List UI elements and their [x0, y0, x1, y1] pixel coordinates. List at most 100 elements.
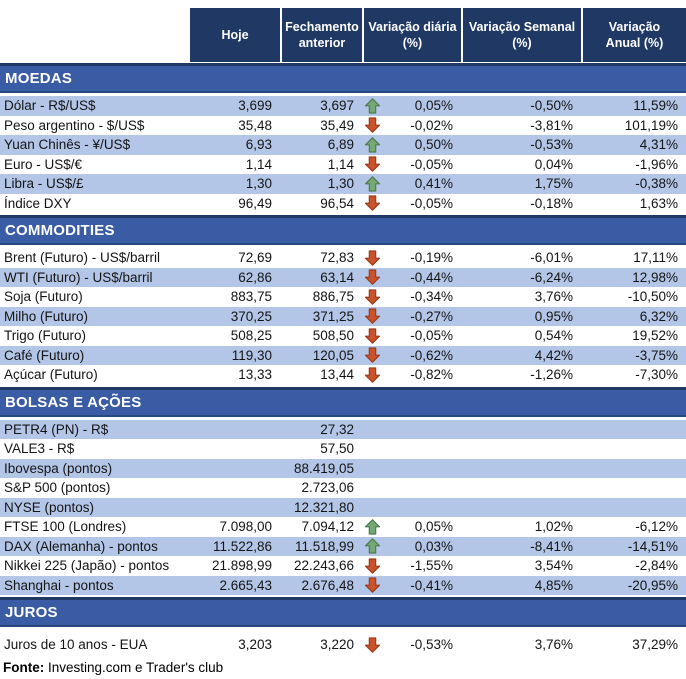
row-label: Brent (Futuro) - US$/barril — [4, 250, 161, 266]
cell-variacao-anual: 11,59% — [581, 96, 686, 116]
variacao-diaria-value: -0,05% — [410, 195, 453, 211]
cell-fechamento-anterior: 371,25 — [280, 306, 362, 326]
cell-variacao-diaria: -0,05% — [362, 155, 461, 175]
row-label: WTI (Futuro) - US$/barril — [0, 267, 188, 287]
cell-variacao-diaria: -0,82% — [362, 365, 461, 385]
row-label: PETR4 (PN) - R$ — [0, 419, 188, 439]
cell-variacao-anual: -14,51% — [581, 536, 686, 556]
variacao-diaria-value: -0,53% — [410, 637, 453, 653]
row-label: Café (Futuro) — [0, 345, 188, 365]
cell-variacao-anual — [581, 458, 686, 478]
section-header-commodities: COMMODITIES — [0, 215, 686, 245]
down-arrow-icon — [364, 327, 381, 344]
cell-hoje — [188, 419, 280, 439]
table-row: WTI (Futuro) - US$/barril 62,86 63,14 -0,44… — [0, 267, 686, 287]
row-label: Juros de 10 anos - EUA — [4, 637, 148, 653]
cell-variacao-semanal: -3,81% — [530, 117, 573, 133]
down-arrow-icon — [364, 195, 381, 212]
down-arrow-icon — [364, 308, 381, 325]
table-row: VALE3 - R$ 57,50 — [0, 439, 686, 459]
cell-variacao-diaria: -0,05% — [362, 326, 461, 346]
cell-variacao-semanal: -6,01% — [530, 250, 573, 266]
cell-hoje: 2.665,43 — [188, 575, 280, 595]
variacao-diaria-value: 0,05% — [414, 519, 453, 535]
cell-variacao-semanal: 4,42% — [461, 345, 581, 365]
table-row: Shanghai - pontos 2.665,43 2.676,48 -0,41% 4… — [0, 575, 686, 595]
row-label: Euro - US$/€ — [4, 156, 83, 172]
cell-hoje: 3,203 — [238, 637, 272, 653]
source-label: Fonte: — [3, 659, 45, 675]
row-label: Milho (Futuro) — [0, 306, 188, 326]
cell-variacao-semanal: -0,18% — [530, 195, 573, 211]
cell-variacao-diaria: -1,55% — [362, 556, 461, 576]
up-arrow-icon — [364, 97, 381, 114]
cell-variacao-diaria: -0,27% — [362, 306, 461, 326]
table-row: Juros de 10 anos - EUA 3,203 3,220 -0,53% 3,… — [0, 635, 686, 655]
row-label: Peso argentino - $/US$ — [4, 117, 145, 133]
cell-fechamento-anterior: 3,220 — [320, 637, 354, 653]
cell-variacao-diaria: -0,34% — [362, 287, 461, 307]
cell-variacao-anual: -20,95% — [581, 575, 686, 595]
cell-variacao-semanal — [461, 458, 581, 478]
variacao-diaria-value: -0,82% — [410, 367, 453, 383]
cell-variacao-semanal — [461, 439, 581, 459]
cell-fechamento-anterior: 2.723,06 — [301, 480, 354, 496]
cell-hoje — [188, 439, 280, 459]
cell-variacao-anual: 1,63% — [639, 195, 678, 211]
row-label: Trigo (Futuro) — [4, 328, 87, 344]
table-row: Libra - US$/£ 1,30 1,30 0,41% 1,75% -0,38% — [0, 174, 686, 194]
cell-hoje: 62,86 — [188, 267, 280, 287]
row-label: FTSE 100 (Londres) — [4, 519, 127, 535]
cell-variacao-diaria: -0,53% — [362, 635, 461, 655]
cell-variacao-semanal: -1,26% — [530, 367, 573, 383]
cell-hoje: 3,699 — [188, 96, 280, 116]
section-juros: JUROS Juros de 10 anos - EUA 3,203 3,220 -0,… — [0, 597, 686, 655]
table-row: PETR4 (PN) - R$ 27,32 — [0, 419, 686, 439]
cell-fechamento-anterior: 508,50 — [312, 328, 354, 344]
column-header: Variação diária (%) — [362, 8, 461, 62]
cell-hoje: 1,30 — [188, 174, 280, 194]
table-body: MOEDAS Dólar - R$/US$ 3,699 3,697 0,05% -0,50… — [0, 63, 686, 655]
up-arrow-icon — [364, 538, 381, 555]
column-header: Hoje — [188, 8, 280, 62]
down-arrow-icon — [364, 557, 381, 574]
cell-fechamento-anterior: 12.321,80 — [280, 497, 362, 517]
table-row: FTSE 100 (Londres) 7.098,00 7.094,12 0,05% 1… — [0, 517, 686, 537]
cell-hoje: 11.522,86 — [188, 536, 280, 556]
cell-hoje: 1,14 — [245, 156, 272, 172]
table-row: Café (Futuro) 119,30 120,05 -0,62% 4,42% -3,7… — [0, 345, 686, 365]
down-arrow-icon — [364, 577, 381, 594]
variacao-diaria-value: -0,27% — [410, 308, 453, 324]
cell-fechamento-anterior: 13,44 — [320, 367, 354, 383]
row-label: Ibovespa (pontos) — [0, 458, 188, 478]
cell-variacao-diaria — [362, 497, 461, 517]
table-row: Trigo (Futuro) 508,25 508,50 -0,05% 0,54% 19,… — [0, 326, 686, 346]
row-label: VALE3 - R$ — [4, 441, 75, 457]
cell-variacao-anual: 4,31% — [581, 135, 686, 155]
source-note: Fonte: Investing.com e Trader's club — [0, 660, 686, 678]
cell-hoje: 13,33 — [238, 367, 272, 383]
table-row: Dólar - R$/US$ 3,699 3,697 0,05% -0,50% 11,59… — [0, 96, 686, 116]
cell-variacao-anual: 37,29% — [632, 637, 678, 653]
cell-fechamento-anterior: 35,49 — [320, 117, 354, 133]
variacao-diaria-value: -1,55% — [410, 558, 453, 574]
down-arrow-icon — [364, 156, 381, 173]
cell-fechamento-anterior: 7.094,12 — [301, 519, 354, 535]
cell-variacao-diaria: -0,41% — [362, 575, 461, 595]
cell-variacao-anual: 6,32% — [581, 306, 686, 326]
cell-variacao-semanal: -0,53% — [461, 135, 581, 155]
cell-fechamento-anterior: 6,89 — [280, 135, 362, 155]
table-row: S&P 500 (pontos) 2.723,06 — [0, 478, 686, 498]
cell-fechamento-anterior: 120,05 — [280, 345, 362, 365]
table-row: Açúcar (Futuro) 13,33 13,44 -0,82% -1,26% -7,… — [0, 365, 686, 385]
cell-variacao-diaria: 0,05% — [362, 96, 461, 116]
table-row: Nikkei 225 (Japão) - pontos 21.898,99 22.2… — [0, 556, 686, 576]
table-row: Euro - US$/€ 1,14 1,14 -0,05% 0,04% -1,96% — [0, 155, 686, 175]
cell-fechamento-anterior: 886,75 — [312, 289, 354, 305]
corner-cell — [0, 8, 188, 62]
down-arrow-icon — [364, 636, 381, 653]
down-arrow-icon — [364, 347, 381, 364]
row-label: Nikkei 225 (Japão) - pontos — [4, 558, 170, 574]
cell-variacao-semanal: 4,85% — [461, 575, 581, 595]
cell-fechamento-anterior: 96,54 — [320, 195, 354, 211]
